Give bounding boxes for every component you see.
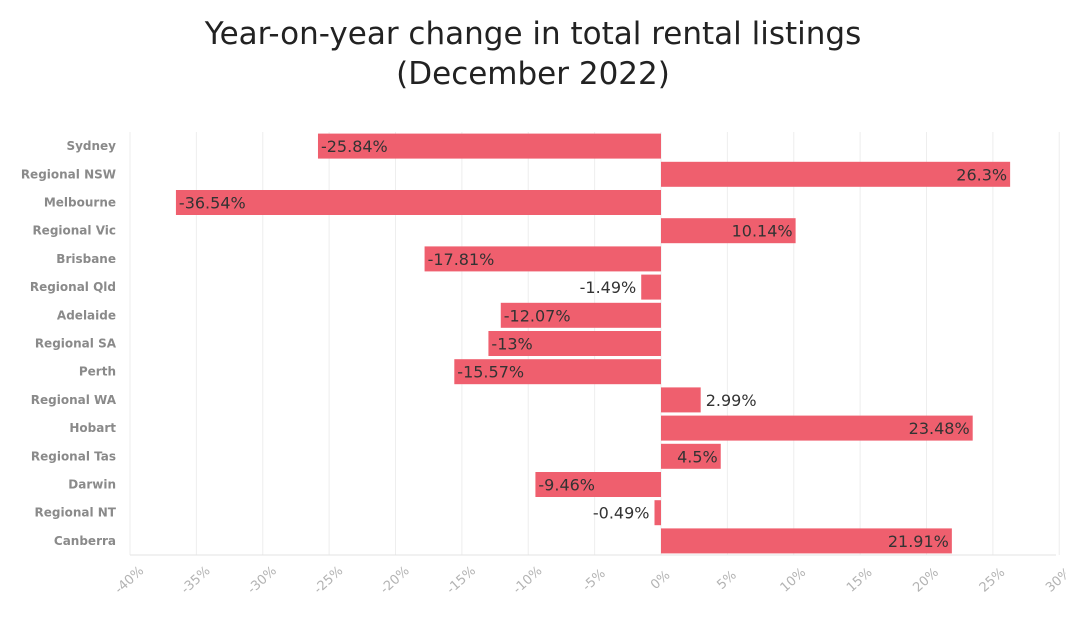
data-label: -25.84%: [321, 137, 388, 156]
data-label: 2.99%: [706, 391, 757, 410]
data-label: -9.46%: [538, 476, 595, 495]
bar: [661, 387, 701, 413]
data-label: 21.91%: [888, 532, 949, 551]
bar: [424, 246, 661, 272]
data-label: 4.5%: [677, 447, 718, 466]
data-label: 26.3%: [956, 165, 1007, 184]
category-label: Regional NT: [35, 506, 117, 520]
x-tick-label: 5%: [714, 568, 739, 593]
bar: [661, 161, 1011, 187]
category-label: Perth: [79, 365, 116, 379]
bar: [661, 415, 973, 441]
bar: [654, 500, 661, 526]
category-label: Regional Tas: [31, 449, 116, 463]
data-label: -12.07%: [504, 306, 571, 325]
bar: [488, 331, 661, 356]
data-label: -36.54%: [179, 194, 246, 213]
bar: [661, 443, 721, 469]
chart-title-block: Year-on-year change in total rental list…: [0, 14, 1066, 94]
category-label: Sydney: [66, 139, 116, 153]
category-label: Canberra: [54, 534, 116, 548]
data-label: 10.14%: [732, 222, 793, 241]
bar: [454, 359, 661, 385]
category-label: Regional WA: [31, 393, 117, 407]
category-label: Regional Vic: [32, 224, 116, 238]
chart-subtitle: (December 2022): [396, 56, 670, 92]
data-label: -13%: [491, 335, 532, 354]
bar: [317, 133, 661, 159]
bar: [641, 274, 661, 300]
bars: [175, 133, 1011, 554]
data-label: -17.81%: [428, 250, 495, 269]
x-tick-label: -5%: [580, 566, 609, 594]
category-label: Brisbane: [56, 252, 116, 266]
category-label: Darwin: [68, 478, 116, 492]
data-label: -15.57%: [457, 363, 524, 382]
data-label: -1.49%: [580, 278, 637, 297]
bar: [500, 302, 661, 328]
chart-title: Year-on-year change in total rental list…: [204, 16, 862, 52]
x-tick-label: -15%: [444, 564, 479, 598]
data-label: 23.48%: [909, 419, 970, 438]
data-labels: -25.84% 26.3% -36.54% 10.14% -17.81% -1.49% -1…: [179, 137, 1007, 551]
x-tick-label: 25%: [977, 565, 1009, 595]
bar: [661, 218, 796, 244]
category-label: Regional Qld: [30, 280, 116, 294]
x-tick-label: 0%: [648, 568, 673, 593]
category-label: Melbourne: [44, 196, 116, 210]
category-label: Regional NSW: [21, 167, 116, 181]
x-tick-label: 30%: [1043, 565, 1066, 595]
x-tick-label: -10%: [510, 564, 545, 598]
category-label: Adelaide: [57, 308, 116, 322]
category-label: Hobart: [69, 421, 116, 435]
x-tick-label: -35%: [179, 564, 214, 598]
x-tick-label: 20%: [910, 565, 942, 595]
category-labels: Sydney Regional NSW Melbourne Regional Vic B…: [21, 139, 117, 548]
x-tick-label: -30%: [245, 564, 280, 598]
data-label: -0.49%: [593, 504, 650, 523]
x-axis-ticks: -40% -35% -30% -25% -20% -15% -10% -5% 0% 5% 10% 15…: [112, 564, 1066, 598]
x-tick-label: -40%: [112, 564, 147, 598]
bar: [535, 472, 661, 497]
category-label: Regional SA: [35, 337, 117, 351]
bar: [175, 190, 661, 215]
x-tick-label: -25%: [311, 564, 346, 598]
x-tick-label: 10%: [778, 565, 810, 595]
x-tick-label: 15%: [844, 565, 876, 595]
bar: [661, 528, 952, 554]
x-tick-label: -20%: [378, 564, 413, 598]
